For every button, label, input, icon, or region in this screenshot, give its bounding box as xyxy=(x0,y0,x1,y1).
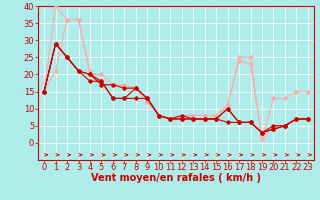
X-axis label: Vent moyen/en rafales ( km/h ): Vent moyen/en rafales ( km/h ) xyxy=(91,173,261,183)
